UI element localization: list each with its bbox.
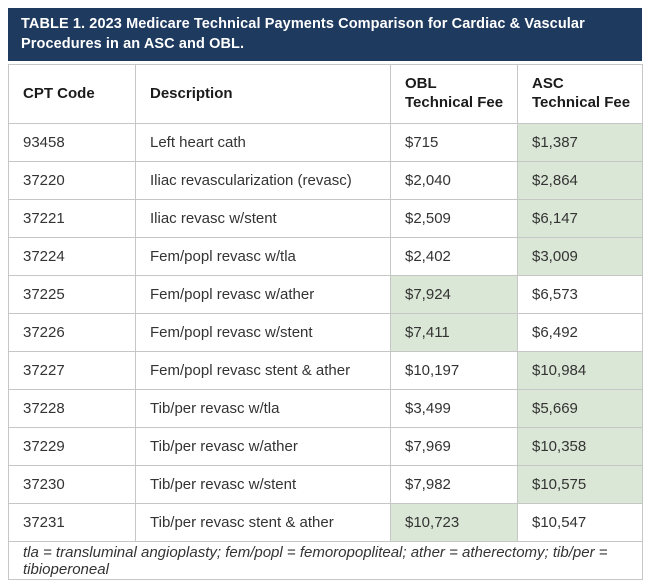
- column-header-obl-technical-fee: OBL Technical Fee: [390, 64, 518, 124]
- payments-comparison-figure: TABLE 1. 2023 Medicare Technical Payment…: [8, 8, 643, 580]
- footnote-row: tla = transluminal angioplasty; fem/popl…: [8, 541, 643, 580]
- asc-fee-cell: $10,984: [517, 351, 643, 390]
- column-header-description: Description: [135, 64, 391, 124]
- table-row: 37230 Tib/per revasc w/stent $7,982 $10,575: [8, 465, 643, 504]
- asc-fee-cell: $6,147: [517, 199, 643, 238]
- table-body: 93458 Left heart cath $715 $1,387 37220 Iliac…: [8, 123, 643, 542]
- table-row: 37220 Iliac revascularization (revasc) $2,…: [8, 161, 643, 200]
- table-row: 37227 Fem/popl revasc stent & ather $10,19…: [8, 351, 643, 390]
- asc-fee-cell: $10,547: [517, 503, 643, 542]
- cpt-code-cell: 37229: [8, 427, 136, 466]
- obl-fee-cell: $2,402: [390, 237, 518, 276]
- table-title: TABLE 1. 2023 Medicare Technical Payment…: [8, 8, 642, 61]
- asc-fee-cell: $2,864: [517, 161, 643, 200]
- table-footer: tla = transluminal angioplasty; fem/popl…: [8, 541, 643, 580]
- cpt-code-cell: 93458: [8, 123, 136, 162]
- column-header-cpt-code: CPT Code: [8, 64, 136, 124]
- table-row: 37226 Fem/popl revasc w/stent $7,411 $6,492: [8, 313, 643, 352]
- table-row: 37231 Tib/per revasc stent & ather $10,723…: [8, 503, 643, 542]
- table-row: 37225 Fem/popl revasc w/ather $7,924 $6,573: [8, 275, 643, 314]
- table-row: 37224 Fem/popl revasc w/tla $2,402 $3,009: [8, 237, 643, 276]
- table-header: CPT Code Description OBL Technical Fee A…: [8, 64, 643, 124]
- obl-fee-cell: $7,982: [390, 465, 518, 504]
- asc-fee-cell: $10,575: [517, 465, 643, 504]
- obl-fee-cell: $10,197: [390, 351, 518, 390]
- table-row: 37229 Tib/per revasc w/ather $7,969 $10,358: [8, 427, 643, 466]
- description-cell: Left heart cath: [135, 123, 391, 162]
- cpt-code-cell: 37220: [8, 161, 136, 200]
- description-cell: Fem/popl revasc w/tla: [135, 237, 391, 276]
- obl-fee-cell: $715: [390, 123, 518, 162]
- obl-fee-cell: $7,969: [390, 427, 518, 466]
- payments-table: CPT Code Description OBL Technical Fee A…: [8, 64, 643, 580]
- obl-fee-cell: $3,499: [390, 389, 518, 428]
- description-cell: Tib/per revasc w/tla: [135, 389, 391, 428]
- cpt-code-cell: 37227: [8, 351, 136, 390]
- header-row: CPT Code Description OBL Technical Fee A…: [8, 64, 643, 124]
- table-row: 93458 Left heart cath $715 $1,387: [8, 123, 643, 162]
- asc-fee-cell: $3,009: [517, 237, 643, 276]
- description-cell: Tib/per revasc w/ather: [135, 427, 391, 466]
- cpt-code-cell: 37228: [8, 389, 136, 428]
- description-cell: Tib/per revasc stent & ather: [135, 503, 391, 542]
- abbreviations-footnote: tla = transluminal angioplasty; fem/popl…: [8, 541, 643, 580]
- cpt-code-cell: 37230: [8, 465, 136, 504]
- cpt-code-cell: 37225: [8, 275, 136, 314]
- description-cell: Tib/per revasc w/stent: [135, 465, 391, 504]
- description-cell: Iliac revascularization (revasc): [135, 161, 391, 200]
- cpt-code-cell: 37221: [8, 199, 136, 238]
- description-cell: Fem/popl revasc w/stent: [135, 313, 391, 352]
- asc-fee-cell: $6,492: [517, 313, 643, 352]
- obl-fee-cell: $7,411: [390, 313, 518, 352]
- description-cell: Fem/popl revasc stent & ather: [135, 351, 391, 390]
- asc-fee-cell: $5,669: [517, 389, 643, 428]
- description-cell: Iliac revasc w/stent: [135, 199, 391, 238]
- cpt-code-cell: 37226: [8, 313, 136, 352]
- obl-fee-cell: $2,040: [390, 161, 518, 200]
- obl-fee-cell: $10,723: [390, 503, 518, 542]
- obl-fee-cell: $2,509: [390, 199, 518, 238]
- asc-fee-cell: $6,573: [517, 275, 643, 314]
- asc-fee-cell: $1,387: [517, 123, 643, 162]
- table-row: 37221 Iliac revasc w/stent $2,509 $6,147: [8, 199, 643, 238]
- description-cell: Fem/popl revasc w/ather: [135, 275, 391, 314]
- column-header-asc-technical-fee: ASC Technical Fee: [517, 64, 643, 124]
- asc-fee-cell: $10,358: [517, 427, 643, 466]
- table-row: 37228 Tib/per revasc w/tla $3,499 $5,669: [8, 389, 643, 428]
- obl-fee-cell: $7,924: [390, 275, 518, 314]
- cpt-code-cell: 37231: [8, 503, 136, 542]
- cpt-code-cell: 37224: [8, 237, 136, 276]
